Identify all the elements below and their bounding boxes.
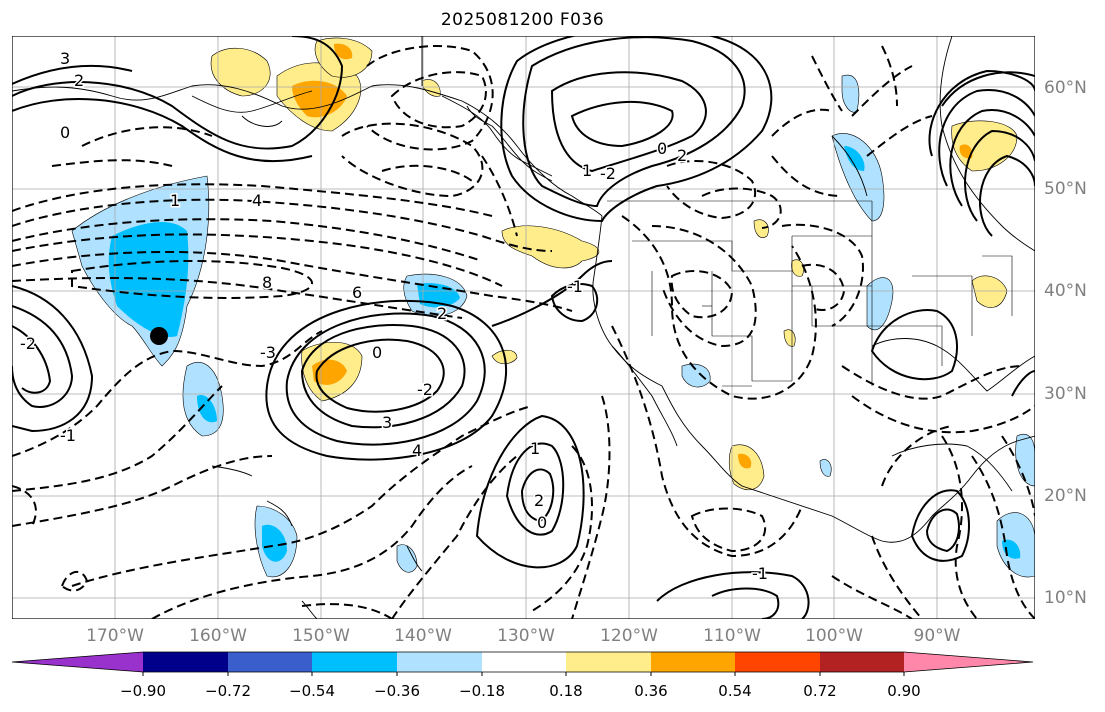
colorbar-segment <box>482 652 566 672</box>
contour-label: 1 <box>582 161 592 180</box>
colorbar-tick-label: −0.90 <box>120 682 166 700</box>
colorbar-segment <box>566 652 651 672</box>
station-marker <box>150 327 168 345</box>
longitude-label: 100°W <box>805 626 863 646</box>
contour-label: 2 <box>437 304 447 323</box>
colorbar-tick-label: 0.18 <box>549 682 583 700</box>
contour-label: -3 <box>260 343 276 362</box>
colorbar-segment <box>397 652 482 672</box>
colorbar-tick-label: 0.36 <box>634 682 668 700</box>
negative-anomaly-shading <box>71 74 1035 578</box>
graticule <box>12 36 1035 619</box>
colorbar-segment <box>651 652 735 672</box>
contour-label: -1 <box>60 426 76 445</box>
map-title: 2025081200 F036 <box>440 10 605 30</box>
latitude-label: 50°N <box>1044 179 1087 199</box>
colorbar-segment <box>228 652 312 672</box>
latitude-label: 20°N <box>1044 486 1087 506</box>
contour-label: 0 <box>537 513 547 532</box>
longitude-label: 120°W <box>600 626 658 646</box>
colorbar-extend-high <box>904 652 1033 672</box>
longitude-label: 140°W <box>394 626 452 646</box>
latitude-label: 40°N <box>1044 281 1087 301</box>
contour-label: -1 <box>752 564 768 583</box>
latitude-label: 60°N <box>1044 78 1087 98</box>
alaska-coast <box>191 90 553 177</box>
contour-label: 3 <box>60 49 70 68</box>
contour-label: -1 <box>567 277 583 296</box>
contour-label: 2 <box>74 71 84 90</box>
contour-label: 3 <box>382 413 392 432</box>
longitude-label: 160°W <box>189 626 247 646</box>
coastlines <box>12 36 1035 619</box>
longitude-label: 90°W <box>913 626 961 646</box>
contour-label: 6 <box>352 283 362 302</box>
contour-label: 0 <box>60 123 70 142</box>
contour-label: 1 <box>170 191 180 210</box>
colorbar-tick-label: −0.54 <box>289 682 335 700</box>
contour-label: -2 <box>417 380 433 399</box>
positive-anomaly-shading <box>210 37 1018 491</box>
contour-label: 1 <box>530 439 540 458</box>
colorbar-segment <box>735 652 820 672</box>
longitude-label: 130°W <box>497 626 555 646</box>
political-borders <box>607 200 1013 387</box>
dashed-contours <box>12 45 1035 619</box>
colorbar-tick-label: 0.54 <box>718 682 752 700</box>
colorbar-tick-label: −0.72 <box>205 682 251 700</box>
longitude-label: 170°W <box>86 626 144 646</box>
latitude-label: 30°N <box>1044 384 1087 404</box>
longitude-label: 150°W <box>292 626 350 646</box>
colorbar-tick-label: −0.36 <box>374 682 420 700</box>
colorbar-tick-label: 0.72 <box>803 682 837 700</box>
contour-label: 2 <box>534 491 544 510</box>
colorbar-segment <box>312 652 397 672</box>
contour-label: 2 <box>677 146 687 165</box>
latitude-label: 10°N <box>1044 588 1087 608</box>
colorbar-segment <box>143 652 228 672</box>
colorbar-segment <box>820 652 904 672</box>
contour-label: 0 <box>372 343 382 362</box>
longitude-label: 110°W <box>703 626 761 646</box>
solid-contours <box>12 36 1035 619</box>
contour-label: -2 <box>20 334 36 353</box>
colorbar <box>11 651 1034 676</box>
contour-label: 0 <box>657 139 667 158</box>
colorbar-extend-low <box>12 652 143 672</box>
colorbar-tick-label: 0.90 <box>887 682 921 700</box>
colorbar-tick-label: −0.18 <box>459 682 505 700</box>
contour-label: 8 <box>262 273 272 292</box>
contour-label: -2 <box>600 164 616 183</box>
contour-label: 4 <box>412 441 422 460</box>
contour-label: 4 <box>252 191 262 210</box>
